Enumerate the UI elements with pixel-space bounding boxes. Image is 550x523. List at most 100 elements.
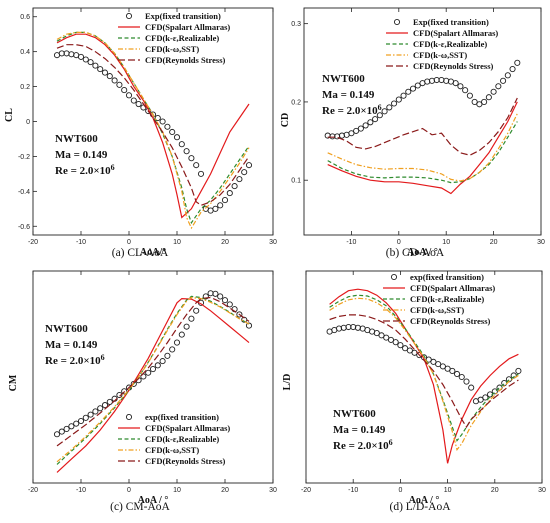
data-point bbox=[439, 363, 446, 370]
data-point bbox=[495, 83, 502, 90]
x-tick-label: 20 bbox=[221, 239, 229, 246]
data-point bbox=[481, 98, 488, 105]
data-point bbox=[178, 331, 185, 338]
x-axis-label: AoA/° bbox=[140, 247, 166, 258]
x-tick-label: -20 bbox=[28, 487, 38, 494]
x-tick-label: 10 bbox=[444, 487, 452, 494]
data-point bbox=[87, 411, 94, 418]
x-tick-label: 0 bbox=[127, 239, 131, 246]
reynolds-number: Re = 2.0×106 bbox=[333, 438, 393, 452]
data-point bbox=[188, 315, 195, 322]
x-tick-label: -20 bbox=[301, 487, 311, 494]
y-axis-label: CL bbox=[4, 108, 15, 122]
series-line-dashdot bbox=[327, 113, 518, 182]
data-point bbox=[97, 66, 104, 73]
data-point bbox=[121, 388, 128, 395]
data-point bbox=[435, 361, 442, 368]
data-point bbox=[116, 391, 123, 399]
data-point bbox=[193, 307, 200, 314]
legend-label: CFD(Spalart Allmaras) bbox=[410, 283, 495, 293]
data-point bbox=[381, 108, 388, 115]
y-tick-label: 0.2 bbox=[20, 84, 30, 91]
x-tick-label: 10 bbox=[442, 239, 450, 246]
plot-area bbox=[53, 31, 253, 230]
data-point bbox=[453, 370, 461, 378]
data-point bbox=[236, 176, 243, 183]
legend-swatch-circle bbox=[390, 273, 398, 281]
data-point bbox=[236, 311, 243, 318]
data-point bbox=[145, 369, 152, 376]
data-point bbox=[226, 190, 233, 197]
data-point bbox=[53, 431, 61, 438]
data-point bbox=[173, 339, 181, 346]
legend-label: CFD(Reynolds Stress) bbox=[145, 456, 226, 466]
series-line-solid bbox=[56, 33, 250, 219]
series-line-dash bbox=[327, 121, 518, 184]
data-point bbox=[97, 405, 104, 412]
data-point bbox=[226, 301, 233, 308]
data-point bbox=[82, 414, 89, 421]
data-point bbox=[197, 170, 205, 177]
series-exp-markers bbox=[324, 59, 521, 140]
y-tick-label: 0.1 bbox=[291, 178, 301, 185]
data-point bbox=[77, 53, 85, 60]
data-point bbox=[392, 339, 399, 346]
data-point bbox=[212, 205, 219, 212]
chart-panel-4: -20 -10 0 10 20 30 AoA / ° L/D exp(fixed transit… bbox=[282, 270, 546, 513]
y-tick-label: 0 bbox=[26, 119, 30, 126]
data-point bbox=[433, 76, 440, 84]
x-tick-label: 10 bbox=[173, 239, 181, 246]
legend-label: exp(fixed transition) bbox=[410, 272, 484, 282]
x-tick-label: -10 bbox=[346, 239, 356, 246]
data-point bbox=[73, 420, 80, 427]
data-point bbox=[101, 402, 109, 409]
data-point bbox=[149, 365, 157, 373]
y-tick-label: 0.6 bbox=[20, 14, 30, 21]
legend-label: exp(fixed transition) bbox=[145, 412, 219, 422]
x-tick-label: -20 bbox=[28, 239, 38, 246]
data-point bbox=[373, 330, 380, 337]
x-tick-label: 10 bbox=[173, 487, 181, 494]
data-point bbox=[376, 112, 383, 119]
legend: exp(fixed transition)CFD(Spalart Allmara… bbox=[383, 272, 495, 326]
plot-frame bbox=[303, 7, 542, 236]
series-line-longdash bbox=[327, 97, 518, 156]
data-point bbox=[92, 408, 99, 415]
data-point bbox=[159, 358, 166, 365]
data-point bbox=[362, 122, 369, 129]
data-point bbox=[106, 398, 113, 405]
data-point bbox=[169, 128, 176, 136]
data-point bbox=[329, 133, 336, 140]
y-tick-label: 0.4 bbox=[20, 49, 30, 56]
data-point bbox=[106, 73, 113, 80]
legend-swatch-circle bbox=[393, 18, 401, 26]
data-point bbox=[386, 104, 393, 111]
series-line-longdash bbox=[56, 44, 250, 206]
data-point bbox=[515, 367, 522, 374]
x-tick-label: -10 bbox=[76, 239, 86, 246]
chart-panel-3: -20 -10 0 10 20 30 AoA / ° CM exp(fixed transiti… bbox=[8, 270, 277, 513]
plot-frame bbox=[32, 270, 274, 484]
data-point bbox=[405, 88, 412, 95]
data-point bbox=[476, 101, 483, 108]
condition-annotation: NWT600 Ma = 0.149 Re = 2.0×106 bbox=[55, 133, 115, 177]
panel-caption: (b) CD-AoA bbox=[386, 247, 445, 259]
data-point bbox=[135, 100, 142, 108]
data-point bbox=[245, 322, 253, 329]
condition-annotation: NWT600 Ma = 0.149 Re = 2.0×106 bbox=[333, 408, 393, 452]
y-axis-label: L/D bbox=[282, 374, 293, 391]
data-point bbox=[383, 334, 390, 341]
legend-label: CFD(k-ε,Realizable) bbox=[145, 33, 219, 43]
data-point bbox=[58, 428, 65, 435]
data-point bbox=[409, 85, 417, 92]
legend-label: CFD(Spalart Allmaras) bbox=[145, 423, 230, 433]
panel-caption: (a) CL-AoA bbox=[112, 247, 169, 259]
data-point bbox=[367, 119, 374, 126]
reynolds-number: Re = 2.0×106 bbox=[55, 163, 115, 177]
data-point bbox=[231, 183, 238, 190]
x-axis-label: AoA / ° bbox=[409, 495, 440, 506]
series-line-longdash bbox=[56, 296, 250, 447]
data-point bbox=[345, 323, 352, 331]
x-tick-label: 0 bbox=[397, 239, 401, 246]
